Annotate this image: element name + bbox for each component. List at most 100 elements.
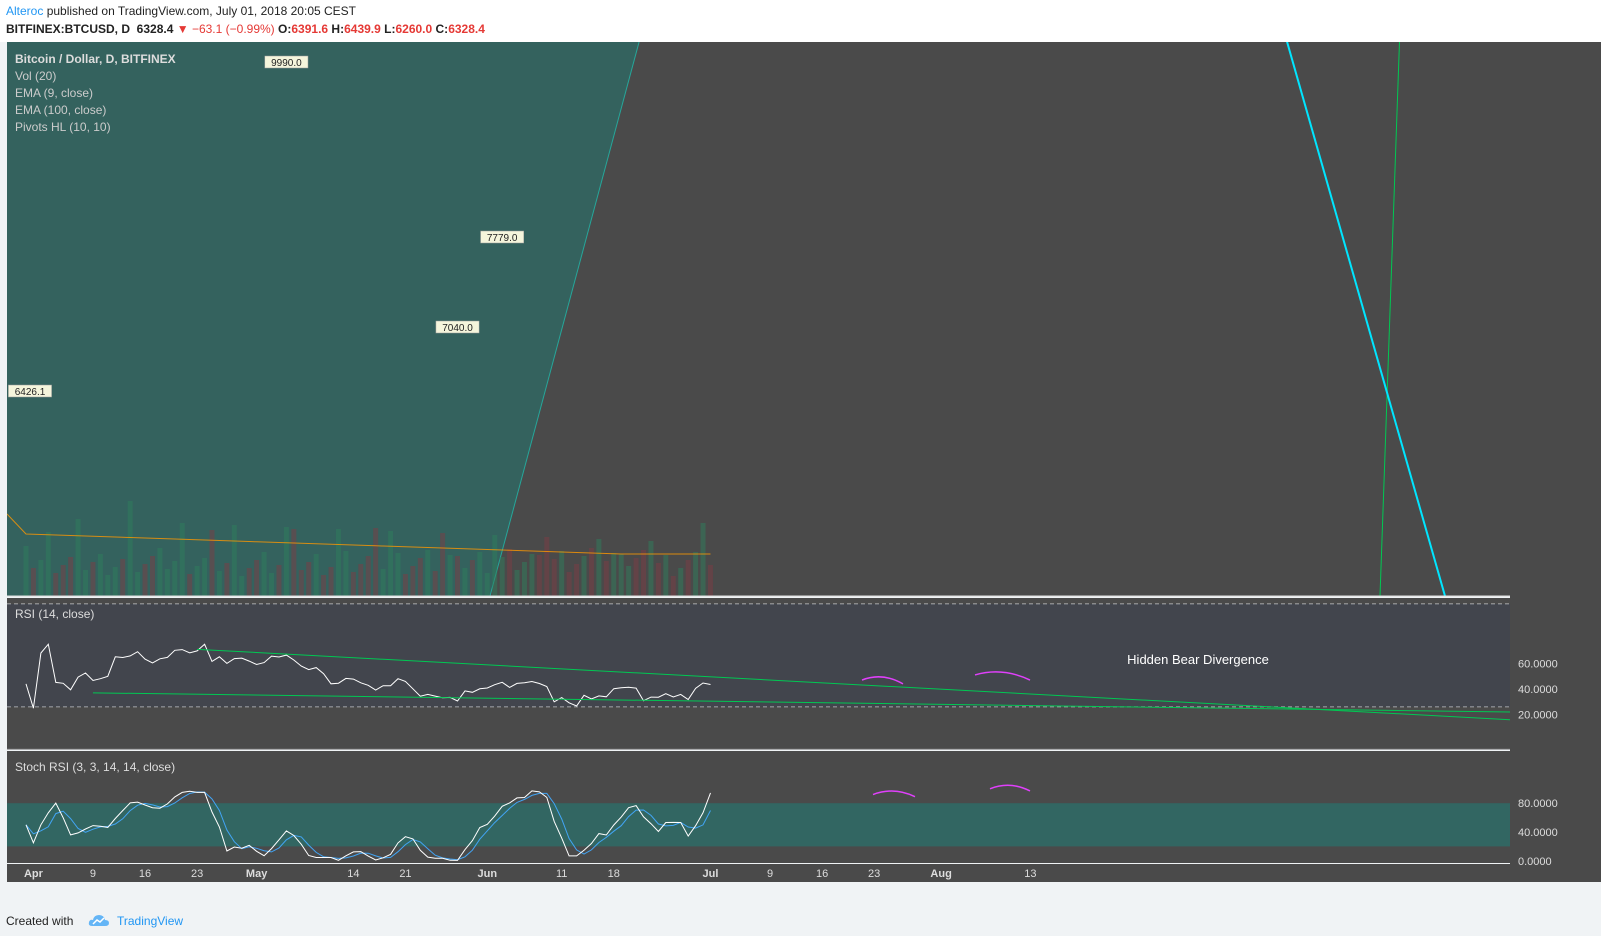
divergence-annotation: Hidden Bear Divergence <box>1127 652 1269 667</box>
volume-bar <box>618 554 624 596</box>
volume-bar <box>246 568 252 596</box>
volume-bar <box>45 532 51 596</box>
volume-bar <box>328 567 334 596</box>
indicator-legend: EMA (100, close) <box>15 103 106 117</box>
volume-bar <box>700 523 706 596</box>
publish-text: published on TradingView.com, July 01, 2… <box>43 4 356 18</box>
price-chart[interactable]: 0(9990.0)0.236(8745.1)0.382(7975.0)0.5(7… <box>0 42 1601 906</box>
main-layer <box>7 42 1446 596</box>
volume-bar <box>655 563 661 596</box>
volume-bar <box>670 576 676 596</box>
volume-bar <box>60 565 66 596</box>
time-tick-label: Aug <box>930 868 951 880</box>
pivot-label: 7779.0 <box>487 233 518 244</box>
volume-bar <box>611 553 617 596</box>
time-tick-label: Jul <box>703 868 719 880</box>
volume-bar <box>261 552 267 596</box>
time-tick-label: Jun <box>477 868 497 880</box>
volume-bar <box>239 576 245 596</box>
volume-bar <box>83 570 89 596</box>
volume-bar <box>484 573 490 596</box>
volume-bar <box>38 560 44 596</box>
volume-bar <box>566 572 572 596</box>
volume-bar <box>187 574 193 596</box>
rsi-tick-label: 40.0000 <box>1518 684 1558 696</box>
time-tick-label: Apr <box>24 868 44 880</box>
volume-bar <box>380 569 386 596</box>
divergence-arc-stoch-1 <box>872 790 916 798</box>
volume-bar <box>313 554 319 596</box>
close-label: C: <box>435 22 449 36</box>
volume-bar <box>298 570 304 596</box>
volume-bar <box>477 552 483 596</box>
volume-bar <box>68 557 74 596</box>
volume-bar <box>373 528 379 596</box>
volume-bar <box>142 564 148 596</box>
time-tick-label: 23 <box>191 868 203 880</box>
time-tick-label: May <box>246 868 268 880</box>
volume-bar <box>23 546 29 596</box>
open-value: 6391.6 <box>291 22 329 36</box>
volume-bar <box>633 558 639 596</box>
rsi-line <box>25 643 711 709</box>
volume-bar <box>514 570 520 596</box>
volume-bar <box>417 558 423 596</box>
time-tick-label: 16 <box>139 868 151 880</box>
volume-bar <box>499 557 505 596</box>
rsi-band-fill <box>7 604 1510 707</box>
volume-bar <box>112 567 118 596</box>
time-tick-label: 13 <box>1024 868 1036 880</box>
volume-bar <box>97 554 103 596</box>
volume-bar <box>164 569 170 596</box>
volume-bar <box>321 575 327 596</box>
teal-channel <box>7 42 640 596</box>
volume-bar <box>685 560 691 596</box>
volume-bar <box>410 566 416 596</box>
time-axis <box>7 864 1595 882</box>
high-value: 6439.9 <box>344 22 381 36</box>
volume-bar <box>224 563 230 596</box>
volume-bar <box>462 568 468 596</box>
symbol: BITFINEX:BTCUSD, D <box>6 22 130 36</box>
rsi-title: RSI (14, close) <box>15 607 94 621</box>
author-link[interactable]: Alteroc <box>6 4 44 18</box>
tradingview-brand[interactable]: TradingView <box>117 914 184 928</box>
low-value: 6260.0 <box>395 22 433 36</box>
rsi-layer <box>7 603 1510 721</box>
volume-bar <box>574 564 580 596</box>
chart-footer: Created with TradingView <box>0 906 1601 936</box>
volume-bar <box>648 541 654 596</box>
volume-bar <box>432 571 438 596</box>
volume-bar <box>306 562 312 596</box>
time-tick-label: 23 <box>868 868 880 880</box>
volume-bar <box>120 559 126 596</box>
volume-bar <box>678 568 684 596</box>
volume-bar <box>395 553 401 596</box>
open-label: O: <box>278 22 292 36</box>
volume-bar <box>455 556 461 596</box>
time-tick-label: 9 <box>767 868 773 880</box>
volume-bar <box>231 525 237 596</box>
stoch-d-line <box>25 791 711 861</box>
chart-title: Bitcoin / Dollar, D, BITFINEX <box>15 52 176 66</box>
volume-bar <box>350 572 356 596</box>
volume-bar <box>521 562 527 596</box>
volume-bar <box>335 529 341 596</box>
volume-bar <box>209 530 215 596</box>
volume-bar <box>30 568 36 596</box>
stoch-k-line <box>25 790 711 861</box>
volume-bar <box>402 574 408 596</box>
volume-bar <box>626 566 632 596</box>
volume-bar <box>365 556 371 596</box>
indicator-legend: Pivots HL (10, 10) <box>15 120 111 134</box>
volume-bar <box>507 549 513 596</box>
volume-bar <box>149 556 155 596</box>
volume-bar <box>603 561 609 596</box>
pivot-label-box <box>480 230 525 244</box>
volume-bar <box>492 535 498 596</box>
volume-bar <box>90 562 96 596</box>
volume-bar <box>291 529 297 596</box>
volume-bar <box>641 550 647 596</box>
volume-bar <box>157 548 163 596</box>
ohlc-line: BITFINEX:BTCUSD, D 6328.4 ▼ −63.1 (−0.99… <box>6 22 485 36</box>
